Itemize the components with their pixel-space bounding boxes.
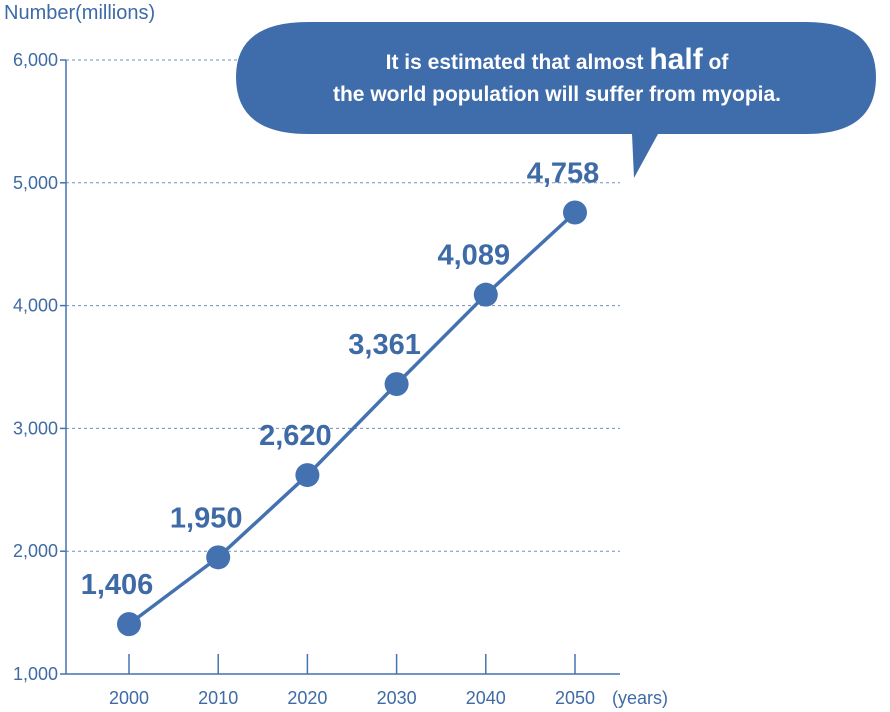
- data-label: 1,950: [170, 502, 243, 534]
- data-label: 2,620: [259, 420, 332, 452]
- data-label: 4,089: [438, 240, 511, 272]
- data-label: 1,406: [81, 569, 154, 601]
- x-tick-label: 2050: [555, 688, 595, 708]
- series-line: [127, 211, 577, 626]
- x-tick-label: 2000: [109, 688, 149, 708]
- y-tick-label: 2,000: [13, 541, 58, 561]
- data-points: [117, 200, 587, 637]
- callout-line-2: the world population will suffer from my…: [332, 83, 781, 106]
- y-tick-label: 3,000: [13, 418, 58, 438]
- x-tick-label: 2030: [377, 688, 417, 708]
- data-labels: 1,406 1,950 2,620 3,361 4,089 4,758: [81, 158, 600, 602]
- data-point: [295, 463, 320, 488]
- x-axis-title: (years): [612, 688, 668, 708]
- y-tick-label: 6,000: [13, 50, 58, 70]
- callout-text: It is estimated that almost half of the …: [238, 44, 876, 111]
- x-tick-labels: 2000 2010 2020 2030 2040 2050: [109, 688, 595, 708]
- x-tick-label: 2020: [287, 688, 327, 708]
- x-tick-label: 2010: [198, 688, 238, 708]
- callout-text-after: of: [702, 51, 729, 74]
- data-label: 4,758: [527, 158, 600, 190]
- axes: [60, 59, 620, 675]
- y-tick-label: 4,000: [13, 296, 58, 316]
- y-axis-title: Number(millions): [4, 2, 156, 24]
- data-point: [473, 282, 498, 307]
- callout-highlight: half: [649, 43, 703, 76]
- data-point: [117, 612, 141, 637]
- callout-bubble: [236, 22, 876, 178]
- data-point: [384, 372, 409, 397]
- y-tick-labels: 1,000 2,000 3,000 4,000 5,000 6,000: [13, 50, 58, 684]
- y-tick-label: 5,000: [13, 173, 58, 193]
- y-tick-label: 1,000: [13, 664, 58, 684]
- data-label: 3,361: [348, 329, 421, 361]
- data-point: [563, 200, 587, 225]
- callout-line-1: It is estimated that almost half of: [238, 44, 876, 79]
- callout-text-before: It is estimated that almost: [385, 51, 650, 74]
- x-tick-label: 2040: [466, 688, 506, 708]
- data-point: [206, 545, 231, 570]
